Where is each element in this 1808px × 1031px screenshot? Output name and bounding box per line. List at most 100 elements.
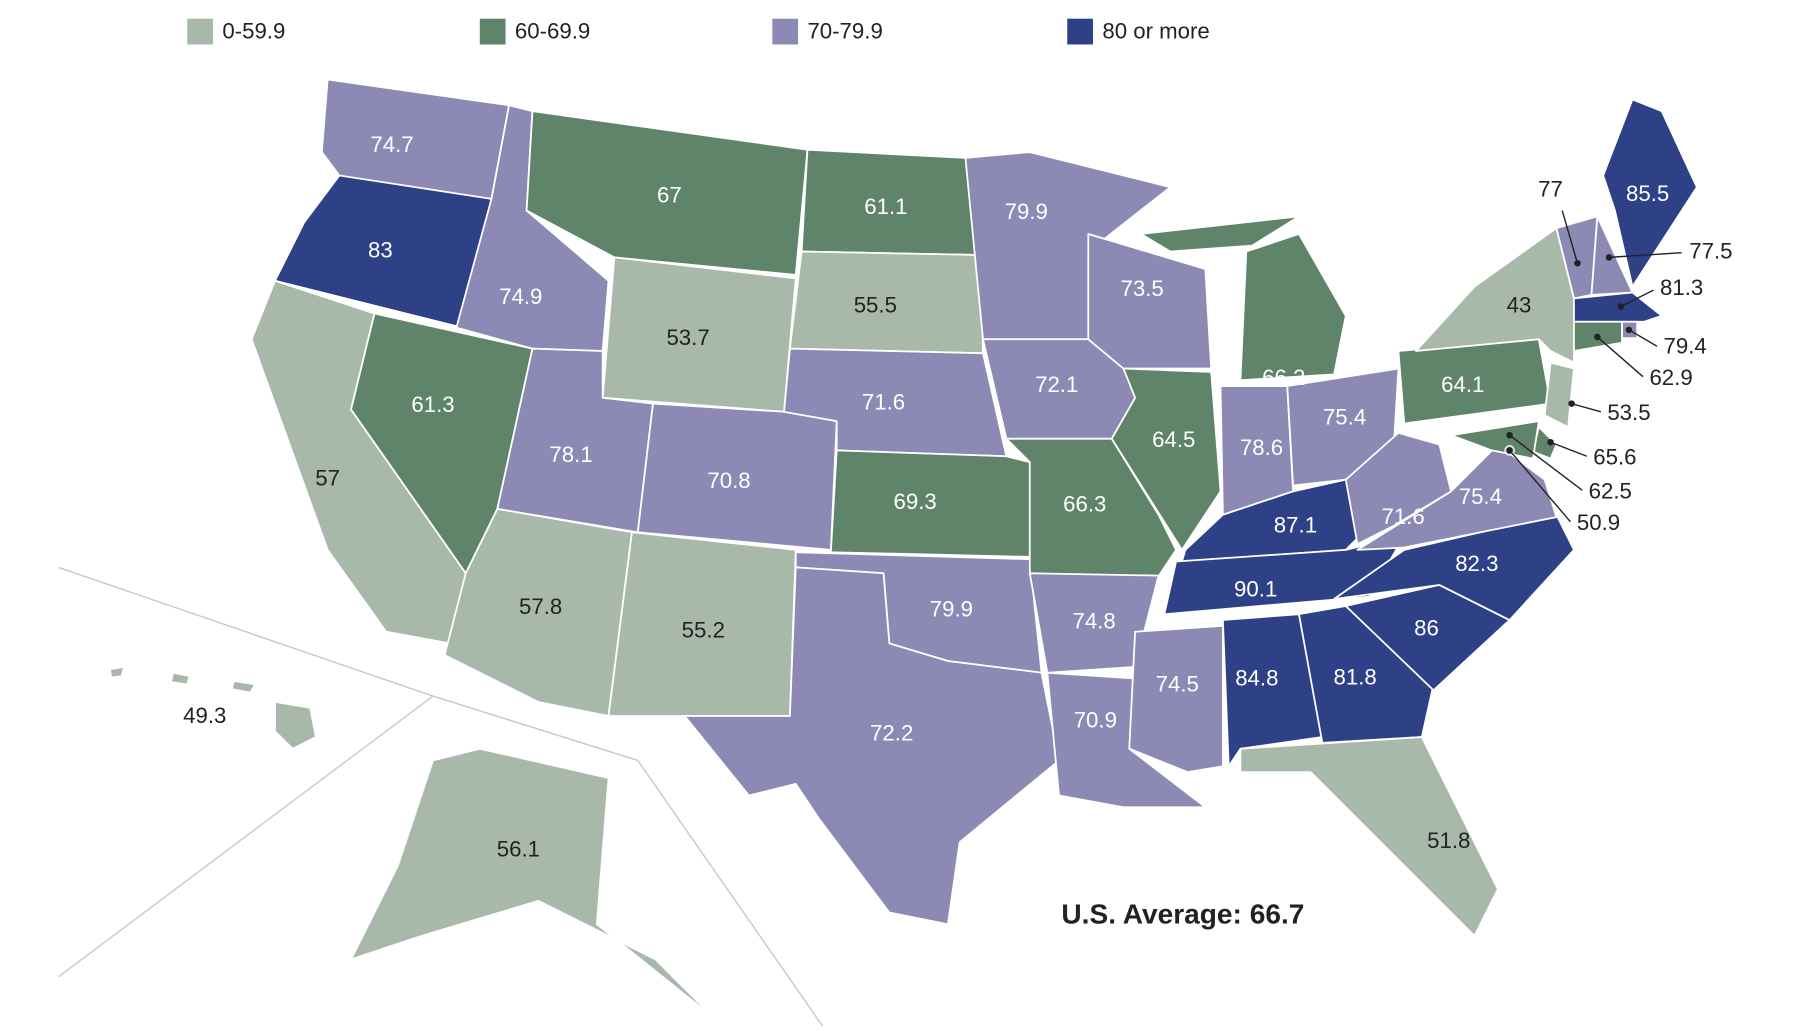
state-value-label: 64.5 [1152,427,1195,452]
inset-line [58,695,434,978]
leader-line [1561,210,1579,264]
legend-label: 70-79.9 [807,19,882,44]
leader-line [1509,434,1583,491]
state-value-label: 57 [315,466,340,491]
state [350,747,715,1019]
state [1602,98,1698,288]
legend-swatch [1067,18,1093,45]
state [274,174,493,329]
leader-dot [1568,400,1575,407]
state [1140,215,1347,382]
leader-line [1550,441,1588,457]
state-value-label: 53.5 [1607,400,1650,425]
state-value-label: 61.1 [864,194,907,219]
state-value-label: 87.1 [1274,512,1317,537]
state-value-label: 84.8 [1235,666,1278,691]
legend-swatch [187,18,213,45]
leader-dot [1506,431,1513,439]
state-value-label: 73.5 [1121,276,1164,301]
state-value-label: 62.9 [1649,365,1692,390]
state-value-label: 74.9 [499,284,542,309]
labels: 74.7 83 57 74.9 61.3 67 53.7 78.1 57.8 70.8 55.2 61… [183,132,1732,861]
inset-line [637,760,826,1030]
state-value-label: 50.9 [1577,510,1620,535]
state-value-label: 51.8 [1427,828,1470,853]
state [109,665,317,750]
state [1344,431,1452,545]
leader-dot [1547,438,1554,446]
state-value-label: 77 [1538,177,1563,202]
state-value-label: 66.2 [1262,365,1305,390]
inset-line [58,566,434,697]
state [1298,605,1435,744]
state-value-label: 79.9 [1005,199,1048,224]
legend-label: 80 or more [1102,19,1209,44]
state-value-label: 83 [368,237,393,262]
state-value-label: 64.1 [1441,372,1484,397]
state-value-label: 81.3 [1660,275,1703,300]
leader-dot [1594,333,1601,341]
state [1128,625,1224,774]
state-value-label: 70.8 [707,468,750,493]
state-value-label: 86 [1414,615,1439,640]
state-value-label: 49.3 [183,703,226,728]
state-value-label: 77.5 [1689,239,1732,264]
state-value-label: 65.6 [1593,444,1636,469]
state-value-label: 53.7 [666,325,709,350]
state-value-label: 74.7 [370,132,413,157]
leader-dot [1605,254,1613,261]
state [1222,613,1324,768]
state-value-label: 90.1 [1234,577,1277,602]
us-average: U.S. Average: 66.7 [1061,898,1304,929]
state [636,402,838,551]
leader-line [1571,402,1602,413]
state-value-label: 55.5 [854,292,897,317]
leader-dot [1574,259,1581,267]
state-value-label: 69.3 [893,489,936,514]
state-value-label: 62.5 [1589,478,1632,503]
state-value-label: 75.4 [1459,484,1502,509]
leader-dot [1625,326,1633,334]
state-value-label: 66.3 [1063,491,1106,516]
state-value-label: 74.5 [1156,671,1199,696]
leader-line [1509,449,1571,523]
state-value-label: 85.5 [1626,181,1669,206]
state-value-label: 57.8 [519,594,562,619]
state [1543,361,1575,428]
state [1333,513,1575,621]
state-value-label: 61.3 [411,392,454,417]
leader-dot [1506,447,1513,454]
state [1110,367,1222,551]
leader-line [1628,329,1658,347]
state-value-label: 82.3 [1455,551,1498,576]
states [109,78,1698,1019]
leader-dot [1617,303,1625,310]
state [1415,227,1575,364]
state-value-label: 75.4 [1323,405,1366,430]
state [525,110,809,276]
state-value-label: 71.6 [862,389,905,414]
state [683,566,1060,926]
legend-label: 60-69.9 [515,19,590,44]
inset-lines [58,566,826,1030]
legend-label: 0-59.9 [222,19,285,44]
inset-line [432,695,638,762]
leader-line [1596,336,1644,378]
state-value-label: 72.1 [1035,372,1078,397]
state-value-label: 72.2 [870,721,913,746]
state-value-label: 43 [1507,292,1532,317]
state [1239,736,1499,937]
legend-swatch [479,18,506,45]
state [1450,420,1540,460]
state-value-label: 70.9 [1074,708,1117,733]
state-value-label: 55.2 [682,618,725,643]
state-value-label: 56.1 [497,836,540,861]
state-value-label: 81.8 [1333,664,1376,689]
state-value-label: 67 [657,182,682,207]
leader-line [1620,289,1654,308]
state-value-label: 71.6 [1381,504,1424,529]
state-value-label: 74.8 [1073,608,1116,633]
leader-line [1609,251,1682,259]
state-value-label: 79.9 [930,597,973,622]
